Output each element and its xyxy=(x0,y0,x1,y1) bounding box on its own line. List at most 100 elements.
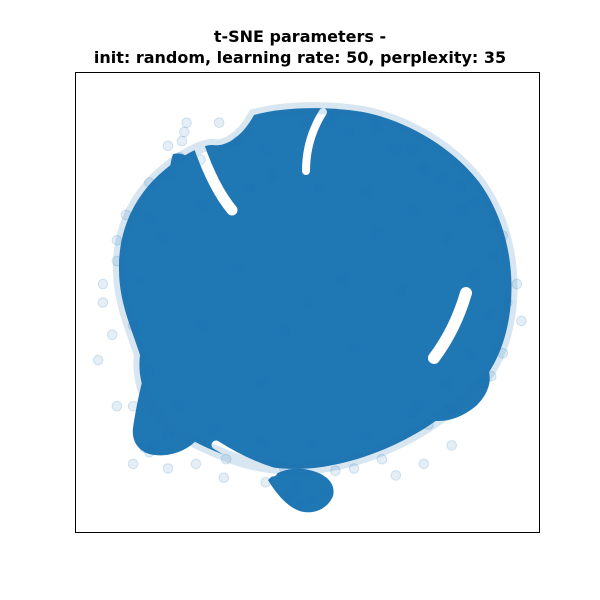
scatter-point xyxy=(497,230,509,241)
main-cloud xyxy=(112,102,518,513)
scatter-point xyxy=(395,285,406,297)
scatter-point xyxy=(213,117,225,129)
lower-left-arm xyxy=(132,378,201,456)
scatter-point xyxy=(485,371,497,382)
scatter-point xyxy=(209,424,220,435)
scatter-point xyxy=(478,377,490,389)
scatter-point xyxy=(441,377,453,389)
scatter-point xyxy=(511,278,523,290)
notch-gap-lower xyxy=(211,440,278,477)
scatter-point xyxy=(167,170,178,181)
scatter-point xyxy=(290,481,302,493)
scatter-point xyxy=(295,500,306,511)
scatter-point xyxy=(283,490,295,502)
scatter-point xyxy=(120,209,132,221)
scatter-point xyxy=(176,135,188,147)
scatter-points xyxy=(92,108,527,511)
scatter-point xyxy=(406,145,418,156)
scatter-point xyxy=(179,126,190,138)
scatter-point xyxy=(127,400,139,412)
notch-gap-top xyxy=(302,108,327,175)
scatter-point xyxy=(516,315,527,327)
scatter-point xyxy=(455,205,467,216)
scatter-point xyxy=(197,320,209,331)
scatter-point xyxy=(279,463,290,474)
scatter-point xyxy=(195,154,206,165)
scatter-point xyxy=(174,152,185,163)
scatter-point xyxy=(255,435,267,447)
scatter-point xyxy=(255,377,267,389)
scatter-point xyxy=(106,329,118,341)
scatter-point xyxy=(360,430,371,442)
scatter-point xyxy=(260,477,271,488)
scatter-point xyxy=(111,235,123,246)
scatter-point xyxy=(437,172,448,184)
scatter-point xyxy=(455,182,467,193)
scatter-point xyxy=(469,269,481,281)
scatter-plot xyxy=(92,102,527,513)
scatter-point xyxy=(181,117,192,129)
scatter-point xyxy=(174,400,185,412)
scatter-point xyxy=(306,493,318,504)
scatter-point xyxy=(348,463,360,474)
scatter-point xyxy=(97,297,109,308)
scatter-point xyxy=(232,135,244,147)
scatter-point xyxy=(423,419,434,431)
fuzzy-edge xyxy=(112,102,518,475)
scatter-point xyxy=(441,232,453,244)
scatter-point xyxy=(465,347,476,359)
scatter-point xyxy=(446,403,458,414)
scatter-point xyxy=(413,400,425,412)
scatter-point xyxy=(348,343,360,354)
right-lower-lobe xyxy=(413,356,490,422)
scatter-point xyxy=(134,274,146,285)
scatter-point xyxy=(267,170,278,181)
scatter-point xyxy=(330,465,341,477)
scatter-point xyxy=(344,126,355,138)
scatter-point xyxy=(483,308,495,320)
scatter-point xyxy=(162,140,174,152)
scatter-point xyxy=(279,324,290,336)
scatter-point xyxy=(144,447,155,458)
scatter-point xyxy=(139,442,151,454)
scatter-point xyxy=(232,262,244,274)
scatter-point xyxy=(162,430,174,442)
scatter-point xyxy=(325,117,337,129)
top-left-lobe xyxy=(169,153,209,218)
chart-title: t-SNE parameters - init: random, learnin… xyxy=(93,27,507,67)
scatter-point xyxy=(144,214,155,225)
scatter-point xyxy=(502,297,513,308)
scatter-point xyxy=(244,182,255,193)
notch-gap-left xyxy=(193,140,238,216)
scatter-point xyxy=(418,458,430,470)
scatter-point xyxy=(144,366,155,377)
scatter-point xyxy=(376,453,388,465)
scatter-point xyxy=(127,320,139,331)
scatter-point xyxy=(306,440,318,451)
bottom-lobe xyxy=(268,468,334,513)
scatter-point xyxy=(92,354,104,366)
scatter-point xyxy=(302,297,313,308)
scatter-point xyxy=(337,274,348,285)
scatter-point xyxy=(390,470,402,481)
scatter-point xyxy=(418,163,430,175)
scatter-point xyxy=(488,251,499,262)
scatter-point xyxy=(158,232,169,244)
scatter-point xyxy=(220,453,232,465)
scatter-point xyxy=(218,472,230,484)
scatter-point xyxy=(390,145,402,156)
scatter-point xyxy=(360,186,371,198)
notch-gap-right xyxy=(428,287,472,364)
scatter-point xyxy=(260,145,271,156)
scatter-point xyxy=(313,182,325,193)
scatter-point xyxy=(488,218,499,230)
scatter-point xyxy=(97,278,109,290)
scatter-point xyxy=(367,115,378,126)
scatter-point xyxy=(148,440,160,451)
scatter-point xyxy=(197,200,209,211)
scatter-point xyxy=(127,458,139,470)
scatter-point xyxy=(111,400,123,412)
scatter-point xyxy=(372,228,383,239)
scatter-point xyxy=(162,463,174,474)
